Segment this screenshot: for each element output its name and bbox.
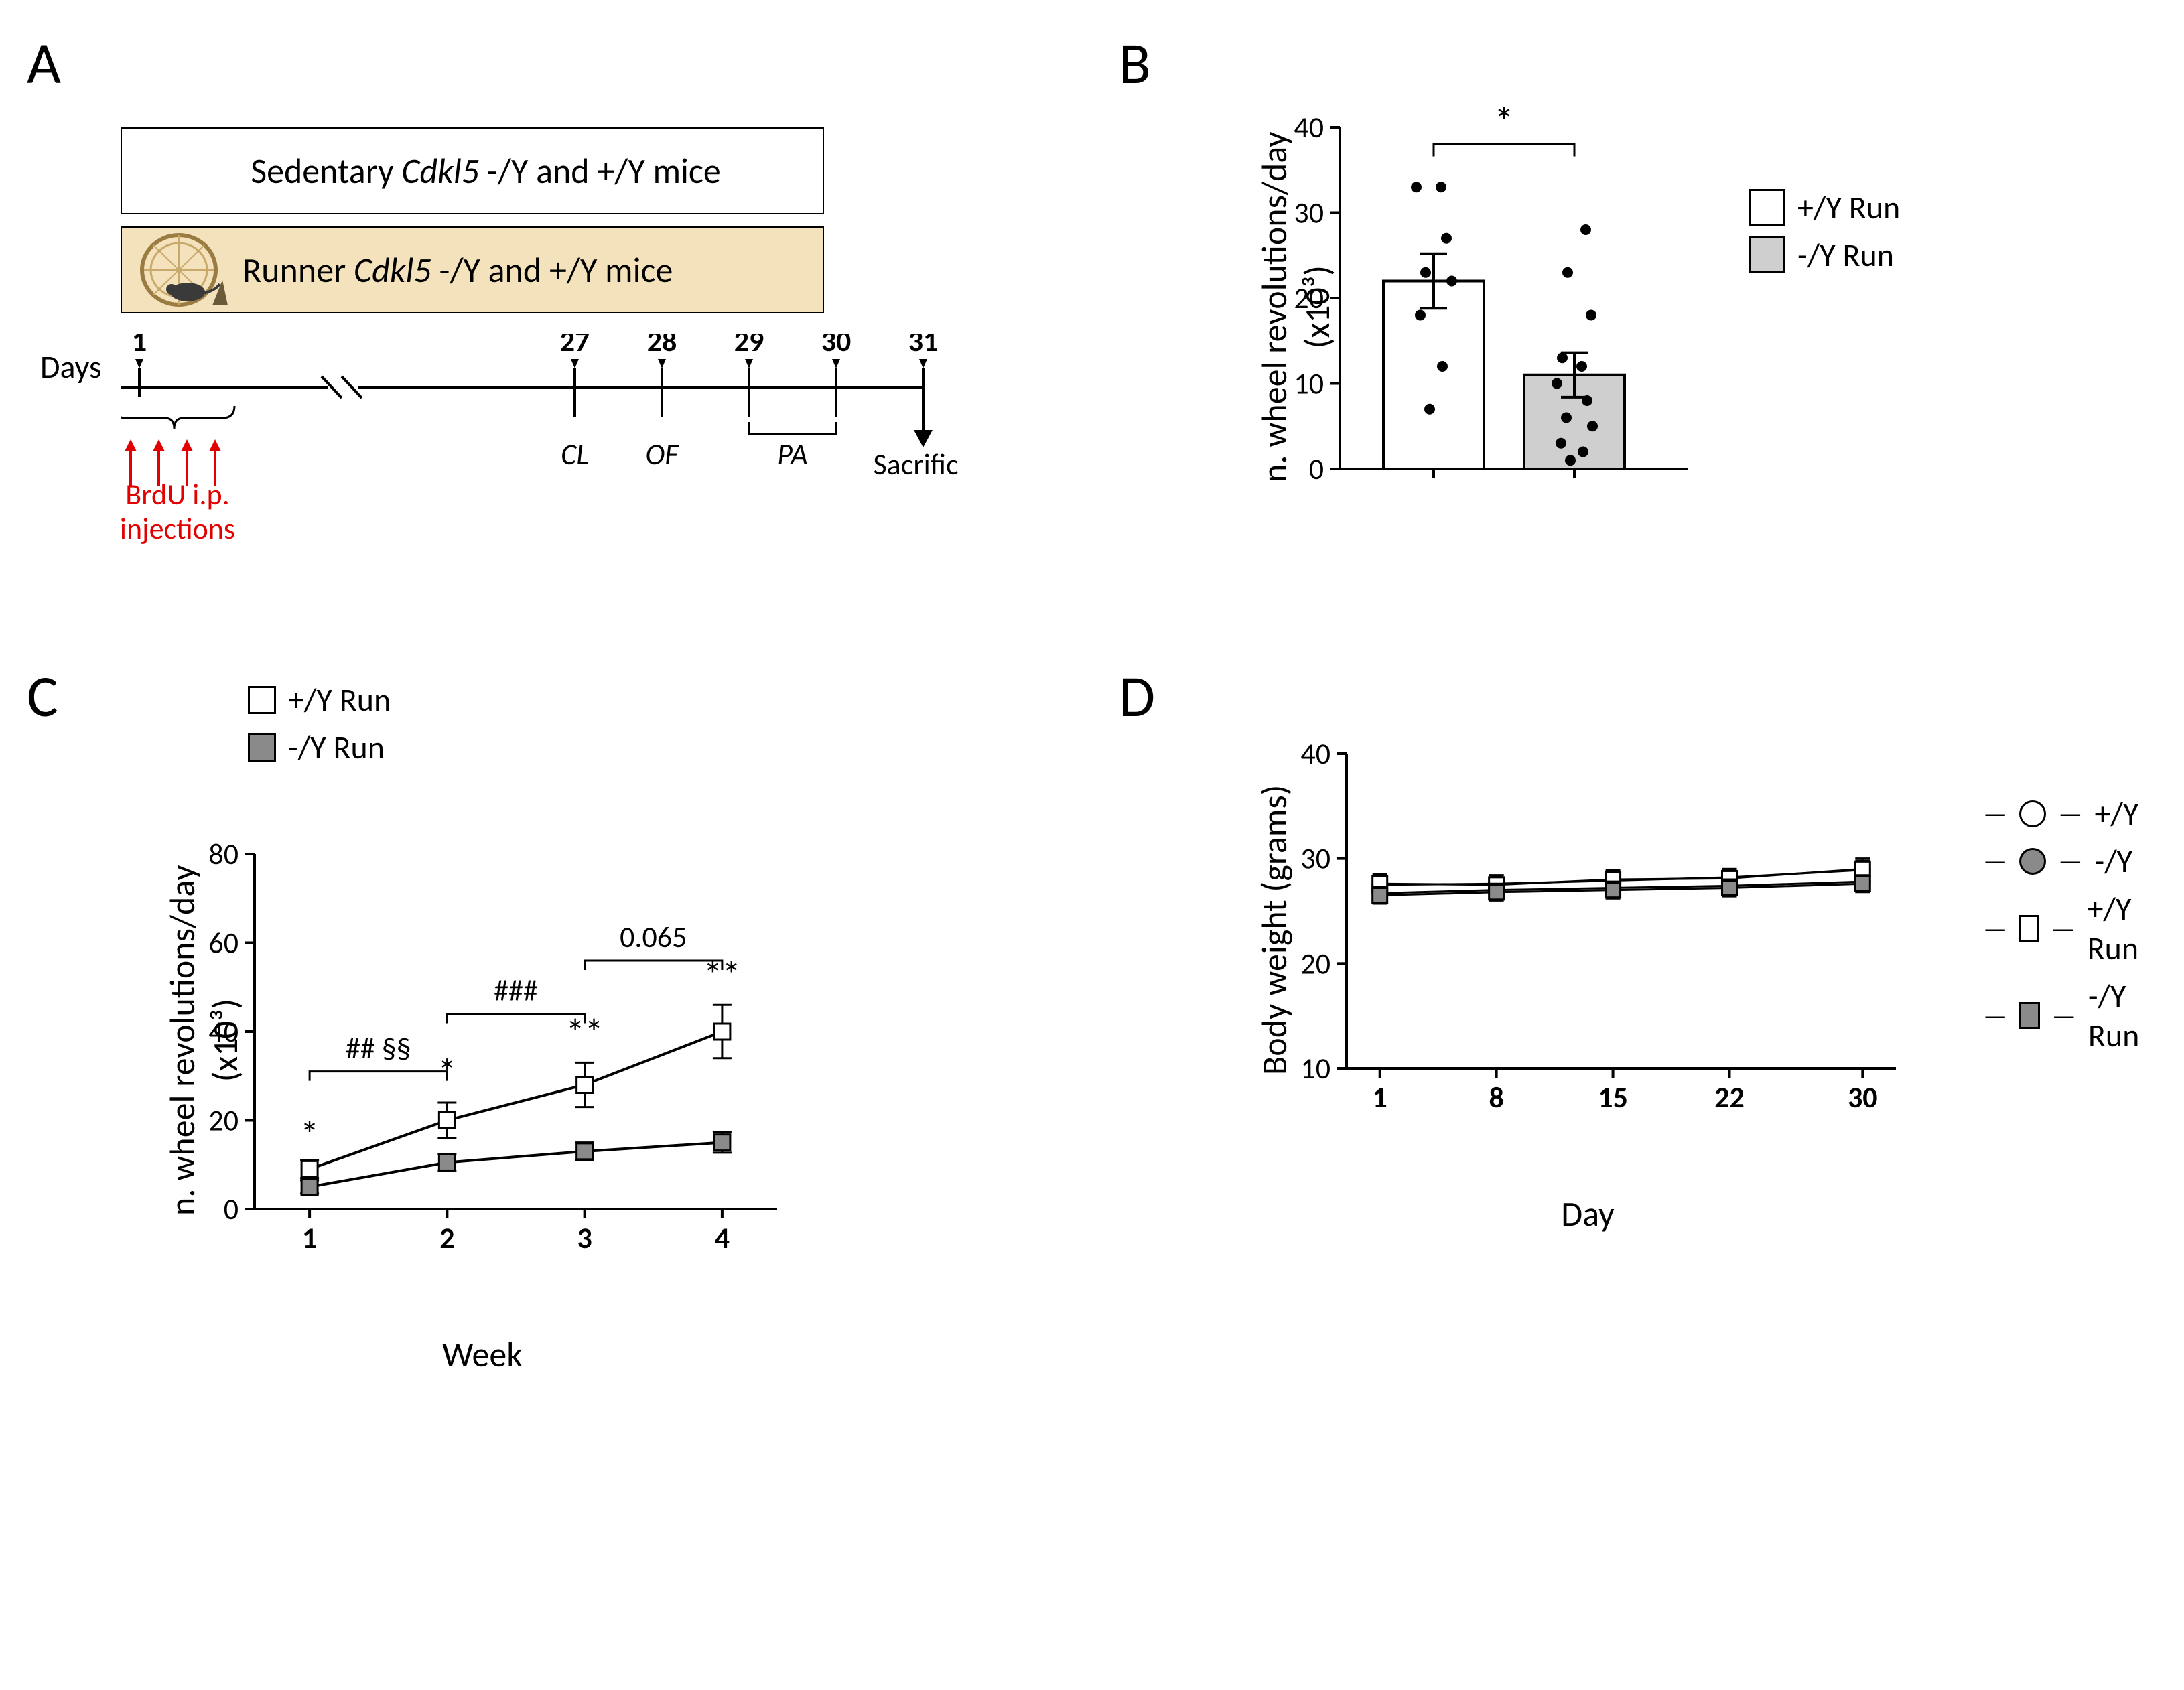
panelB-legend: +/Y Run -/Y Run bbox=[1749, 188, 1900, 283]
panelB-chart: 010203040* bbox=[1280, 107, 1708, 549]
svg-text:*: * bbox=[1494, 107, 1514, 147]
legend-swatch bbox=[1749, 236, 1785, 273]
svg-text:8: 8 bbox=[1489, 1079, 1503, 1115]
svg-text:2: 2 bbox=[439, 1220, 454, 1256]
panelC-x-title: Week bbox=[188, 1333, 737, 1376]
svg-text:4: 4 bbox=[715, 1220, 730, 1256]
runner-group-box: Runner Cdkl5 -/Y and +/Y mice bbox=[121, 226, 824, 313]
panel-A: A Sedentary Cdkl5 -/Y and +/Y mice bbox=[27, 27, 1065, 553]
svg-text:1: 1 bbox=[132, 334, 147, 359]
legend-item: -/Y Run bbox=[1749, 235, 1900, 275]
svg-text:30: 30 bbox=[821, 334, 851, 359]
running-wheel-icon bbox=[135, 233, 236, 310]
panel-C: C +/Y Run -/Y Run n. wheel revolutions/d… bbox=[27, 660, 1065, 1376]
panelC-chart: 0204060801234******## §§###0.065 bbox=[188, 841, 831, 1323]
sedentary-text-pre: Sedentary bbox=[251, 149, 401, 192]
figure: A Sedentary Cdkl5 -/Y and +/Y mice bbox=[27, 27, 2157, 1376]
svg-text:1: 1 bbox=[1373, 1079, 1387, 1115]
panel-D: D Body weight (grams) 1020304018152230 D… bbox=[1119, 660, 2157, 1376]
panelC-y-title: n. wheel revolutions/day (x10³) bbox=[161, 865, 247, 1216]
panelD-chart: 10 20 30 40 1 8 15 22 30 bbox=[1280, 740, 1950, 1182]
svg-text:27: 27 bbox=[560, 334, 590, 359]
panelC-legend: +/Y Run -/Y Run bbox=[248, 680, 391, 775]
svg-text:OF: OF bbox=[645, 436, 679, 472]
sedentary-text-gene: Cdkl5 bbox=[401, 149, 479, 192]
legend-item: ——-/Y Run bbox=[1983, 976, 2157, 1055]
svg-text:CL: CL bbox=[561, 436, 589, 472]
svg-text:PA: PA bbox=[777, 436, 807, 472]
legend-marker bbox=[2019, 848, 2046, 875]
legend-swatch bbox=[248, 733, 276, 762]
svg-text:20: 20 bbox=[1300, 945, 1330, 981]
legend-marker bbox=[2019, 915, 2039, 942]
legend-item: +/Y Run bbox=[248, 680, 391, 719]
svg-text:28: 28 bbox=[647, 334, 677, 359]
timeline: Days 12728293031CLOFPASacrifice BrdU i.p… bbox=[121, 334, 958, 508]
panelB-y-title: n. wheel revolutions/day (x10³) bbox=[1253, 131, 1339, 482]
panelD-legend: ——+/Y ——-/Y ——+/Y Run ——-/Y Run bbox=[1983, 794, 2157, 1063]
svg-text:**: ** bbox=[566, 1010, 604, 1056]
sedentary-group-box: Sedentary Cdkl5 -/Y and +/Y mice bbox=[121, 127, 824, 214]
legend-item: +/Y Run bbox=[1749, 188, 1900, 227]
legend-marker bbox=[2019, 800, 2046, 827]
svg-text:29: 29 bbox=[734, 334, 764, 359]
legend-swatch bbox=[1749, 189, 1785, 226]
svg-text:Sacrifice: Sacrifice bbox=[873, 446, 958, 482]
sedentary-text-post: -/Y and +/Y mice bbox=[479, 149, 721, 192]
runner-text-gene: Cdkl5 bbox=[354, 249, 431, 291]
svg-text:## §§: ## §§ bbox=[346, 1030, 411, 1066]
legend-item: ——+/Y bbox=[1983, 794, 2157, 833]
panelD-x-title: Day bbox=[1280, 1192, 1856, 1235]
panel-B: B n. wheel revolutions/day (x10³) 010203… bbox=[1119, 27, 2157, 553]
svg-text:3: 3 bbox=[577, 1220, 592, 1256]
svg-text:22: 22 bbox=[1714, 1079, 1745, 1115]
brdu-injection-label: BrdU i.p. injections bbox=[84, 478, 271, 545]
svg-text:*: * bbox=[300, 1112, 319, 1157]
svg-text:40: 40 bbox=[1300, 740, 1330, 772]
svg-text:15: 15 bbox=[1598, 1079, 1628, 1115]
svg-text:30: 30 bbox=[1848, 1079, 1878, 1115]
svg-text:*: * bbox=[437, 1050, 456, 1096]
svg-text:0.065: 0.065 bbox=[620, 919, 687, 955]
legend-item: -/Y Run bbox=[248, 727, 391, 767]
days-axis-label: Days bbox=[40, 347, 102, 386]
svg-text:**: ** bbox=[703, 953, 741, 998]
svg-text:###: ### bbox=[494, 973, 538, 1009]
svg-text:31: 31 bbox=[908, 334, 939, 359]
legend-item: ——-/Y bbox=[1983, 841, 2157, 881]
runner-text-post: -/Y and +/Y mice bbox=[431, 249, 673, 291]
legend-marker bbox=[2019, 1002, 2039, 1029]
svg-text:10: 10 bbox=[1300, 1050, 1330, 1086]
legend-swatch bbox=[248, 686, 276, 714]
runner-text-pre: Runner bbox=[243, 249, 354, 291]
legend-item: ——+/Y Run bbox=[1983, 889, 2157, 968]
svg-text:1: 1 bbox=[302, 1220, 317, 1256]
svg-text:30: 30 bbox=[1300, 841, 1330, 877]
panelD-y-title: Body weight (grams) bbox=[1253, 785, 1296, 1075]
